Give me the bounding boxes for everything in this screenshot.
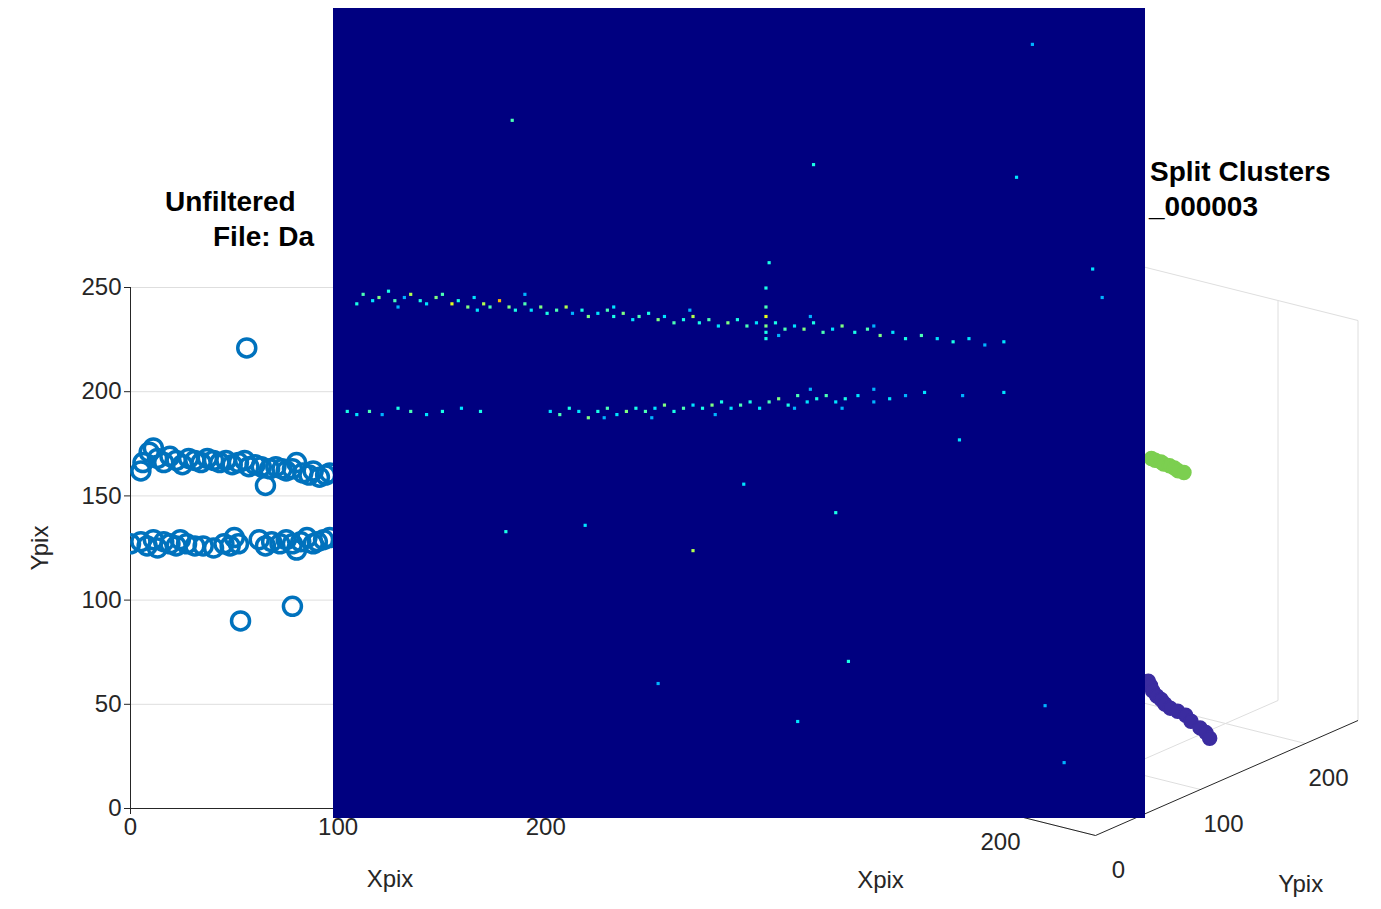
svg-text:Ypix: Ypix <box>1278 870 1323 897</box>
svg-text:100: 100 <box>318 812 359 840</box>
html-text:File: Da: File: Da <box>213 221 315 252</box>
svg-text:50: 50 <box>95 690 122 717</box>
svg-text:0: 0 <box>124 813 137 840</box>
svg-text:200: 200 <box>81 377 121 404</box>
html-text:Unfiltered: Unfiltered <box>165 186 296 217</box>
svg-text:Xpix: Xpix <box>367 865 414 892</box>
svg-text:0: 0 <box>1112 856 1125 883</box>
svg-text:Xpix: Xpix <box>857 866 904 893</box>
svg-text:150: 150 <box>81 482 121 509</box>
svg-text:200: 200 <box>1308 764 1348 791</box>
svg-text:100: 100 <box>81 586 121 613</box>
svg-text:Ypix: Ypix <box>26 526 53 571</box>
svg-text:200: 200 <box>980 828 1020 855</box>
svg-text:250: 250 <box>81 273 121 300</box>
html-text:Split Clusters: Split Clusters <box>1150 156 1331 187</box>
svg-text:100: 100 <box>1203 810 1243 837</box>
svg-text:200: 200 <box>525 812 566 840</box>
svg-text:0: 0 <box>108 794 121 821</box>
html-text:_000003: _000003 <box>1149 191 1258 222</box>
